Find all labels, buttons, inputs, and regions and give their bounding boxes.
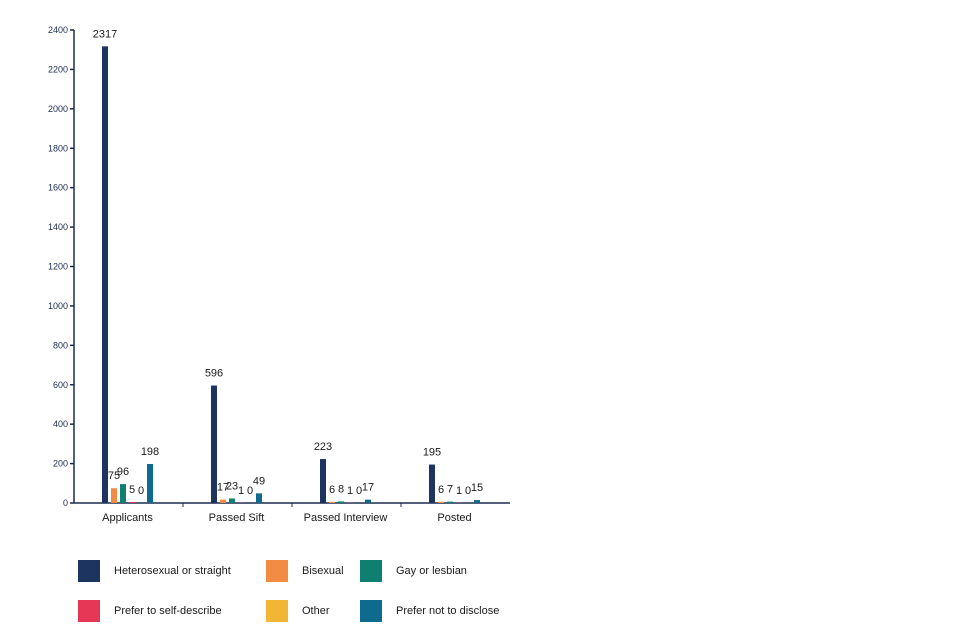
data-label: 17 (217, 482, 229, 494)
chart-axes (73, 30, 510, 507)
data-label: 1 (347, 485, 353, 497)
data-label: 0 (247, 485, 253, 497)
legend-item: Prefer to self-describe (78, 600, 266, 622)
y-tick-label: 1400 (48, 222, 68, 232)
legend-label: Gay or lesbian (396, 565, 467, 577)
bar (474, 500, 480, 503)
legend-swatch (266, 560, 288, 582)
bar (320, 459, 326, 503)
data-label: 6 (329, 484, 335, 496)
bar (229, 498, 235, 503)
data-label: 0 (465, 485, 471, 497)
legend-label: Bisexual (302, 565, 344, 577)
y-tick-label: 400 (53, 419, 68, 429)
legend-item: Prefer not to disclose (360, 600, 530, 622)
x-category-label: Posted (437, 512, 471, 524)
legend-swatch (360, 600, 382, 622)
legend-swatch (78, 600, 100, 622)
bar (329, 501, 335, 503)
data-label: 6 (438, 484, 444, 496)
bar (338, 501, 344, 503)
x-category-label: Passed Interview (304, 512, 388, 524)
legend-swatch (266, 600, 288, 622)
chart-bars (102, 46, 480, 504)
legend-label: Prefer not to disclose (396, 605, 500, 617)
bar (220, 499, 226, 503)
legend-label: Heterosexual or straight (114, 565, 231, 577)
bar (102, 46, 108, 504)
data-label: 49 (253, 475, 265, 487)
data-label: 223 (314, 441, 332, 453)
data-label: 195 (423, 447, 441, 459)
bar (256, 493, 262, 503)
legend-item: Gay or lesbian (360, 560, 530, 582)
y-tick-label: 2200 (48, 64, 68, 74)
y-tick-label: 0 (63, 498, 68, 508)
bar (365, 499, 371, 503)
data-label: 23 (226, 480, 238, 492)
data-label: 15 (471, 482, 483, 494)
bar (211, 385, 217, 503)
legend-swatch (360, 560, 382, 582)
legend-item: Bisexual (266, 560, 360, 582)
legend-label: Other (302, 605, 330, 617)
y-axis-ticks: 0 200 400 600 800 1000 1200 1400 1600 1800 2000 220… (48, 25, 74, 508)
y-tick-label: 1800 (48, 143, 68, 153)
bar (429, 464, 435, 503)
y-tick-label: 2000 (48, 104, 68, 114)
data-label: 1 (456, 485, 462, 497)
legend-swatch (78, 560, 100, 582)
x-category-label: Applicants (102, 512, 153, 524)
bar (147, 463, 153, 503)
legend-label: Prefer to self-describe (114, 605, 222, 617)
bar (120, 484, 126, 503)
legend-item: Other (266, 600, 360, 622)
bar (438, 501, 444, 503)
bar (129, 502, 135, 503)
chart-legend: Heterosexual or straight Bisexual Gay or l… (78, 560, 538, 622)
data-label: 1 (238, 485, 244, 497)
data-label: 8 (338, 483, 344, 495)
x-axis-categories: Applicants Passed Sift Passed Interview Pos… (102, 512, 472, 524)
y-tick-label: 1000 (48, 301, 68, 311)
data-label: 5 (129, 484, 135, 496)
y-tick-label: 2400 (48, 25, 68, 35)
data-label: 0 (356, 485, 362, 497)
data-label: 7 (447, 484, 453, 496)
y-tick-label: 600 (53, 380, 68, 390)
y-tick-label: 800 (53, 340, 68, 350)
y-tick-label: 1600 (48, 183, 68, 193)
y-tick-label: 200 (53, 459, 68, 469)
bar (447, 501, 453, 503)
y-tick-label: 1200 (48, 262, 68, 272)
bar-chart: 0200400600800100012001400160018002000220… (48, 25, 510, 524)
bar (111, 488, 117, 503)
x-category-label: Passed Sift (209, 512, 265, 524)
data-label: 596 (205, 368, 223, 380)
data-label: 198 (141, 446, 159, 458)
data-label: 75 (108, 470, 120, 482)
data-label: 96 (117, 466, 129, 478)
data-label: 0 (138, 485, 144, 497)
data-label: 2317 (93, 28, 117, 40)
legend-item: Heterosexual or straight (78, 560, 266, 582)
data-label: 17 (362, 482, 374, 494)
